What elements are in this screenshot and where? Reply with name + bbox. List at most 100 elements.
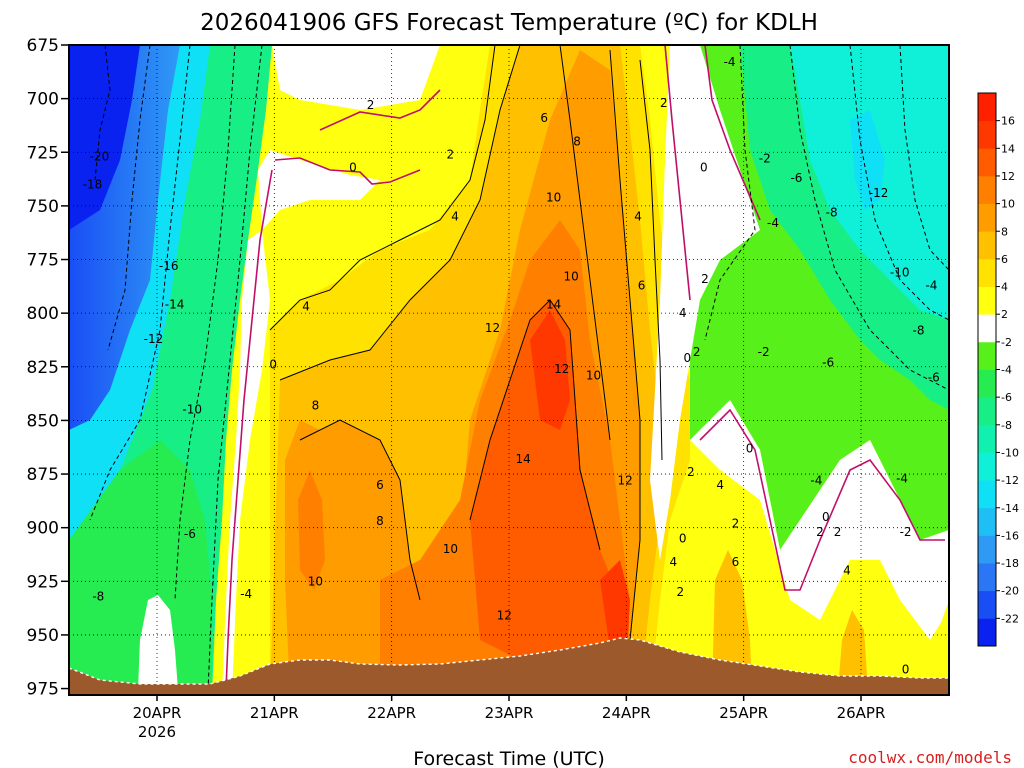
x-tick-label: 23APR	[485, 704, 534, 722]
contour-label: -2	[900, 525, 912, 539]
colorbar-swatch	[978, 369, 996, 398]
y-tick-label: 750	[27, 197, 59, 217]
contour-label: 0	[684, 351, 692, 365]
colorbar-label: 10	[1001, 198, 1015, 211]
contour-label: 12	[485, 321, 500, 335]
contour-label: -6	[822, 355, 834, 369]
y-tick-label: 725	[27, 143, 59, 163]
contour-label: 10	[308, 574, 323, 588]
colorbar-label: -2	[1001, 336, 1012, 349]
contour-label: -4	[240, 587, 252, 601]
colorbar-label: -4	[1001, 364, 1012, 377]
colorbar-swatch	[978, 535, 996, 564]
colorbar-swatch	[978, 120, 996, 149]
contour-label: -12	[869, 186, 889, 200]
contour-label: -4	[767, 216, 779, 230]
contour-label: -8	[913, 323, 925, 337]
contour-label: -18	[83, 177, 103, 191]
colorbar-label: 8	[1001, 225, 1008, 238]
contour-label: -12	[144, 332, 164, 346]
y-tick-label: 825	[27, 358, 59, 378]
contour-label: 14	[515, 452, 530, 466]
colorbar-swatch	[978, 480, 996, 509]
y-tick-label: 700	[27, 90, 59, 110]
y-tick-label: 800	[27, 304, 59, 324]
colorbar-swatch	[978, 507, 996, 536]
contour-label: -8	[92, 589, 104, 603]
warm-pocket-21apr-core	[298, 470, 325, 590]
contour-label: 6	[638, 278, 646, 292]
colorbar-label: 14	[1001, 142, 1015, 155]
contour-label: 6	[540, 111, 548, 125]
x-tick-label: 24APR	[602, 704, 651, 722]
contour-label: -4	[724, 55, 736, 69]
contour-label: 0	[269, 358, 277, 372]
y-tick-label: 850	[27, 411, 59, 431]
colorbar-swatch	[978, 148, 996, 177]
y-tick-label: 875	[27, 465, 59, 485]
terrain-edge	[69, 637, 949, 685]
plot-area: -20-18-16-14-12-10-6-8 -40486810202468101…	[69, 45, 949, 695]
contour-label: 2	[367, 98, 375, 112]
contour-label: 4	[669, 555, 677, 569]
white-band-east	[650, 45, 949, 640]
contour-label: 12	[554, 362, 569, 376]
contour-label: -6	[184, 527, 196, 541]
contour-label: 4	[302, 300, 310, 314]
contour-label: -6	[790, 171, 802, 185]
x-axis-label: Forecast Time (UTC)	[413, 748, 604, 768]
credit-link[interactable]: coolwx.com/models	[848, 748, 1012, 767]
colorbar-label: 12	[1001, 170, 1015, 183]
contour-label: -2	[758, 345, 770, 359]
contour-label: -8	[826, 205, 838, 219]
colorbar-label: -20	[1001, 585, 1019, 598]
x-tick-sublabel: 2026	[138, 723, 176, 741]
terrain	[69, 638, 949, 695]
colorbar: -22-20-18-16-14-12-10-8-6-4-224681012141…	[977, 92, 1019, 647]
contour-label: 0	[746, 441, 754, 455]
colorbar-swatch	[978, 563, 996, 592]
y-tick-label: 925	[27, 572, 59, 592]
colorbar-label: -8	[1001, 419, 1012, 432]
contour-label: 2	[693, 345, 701, 359]
colorbar-swatch	[978, 175, 996, 204]
colorbar-swatch	[978, 203, 996, 232]
contour-label: 10	[586, 368, 601, 382]
contour-label: 0	[822, 510, 830, 524]
contour-label: 2	[834, 525, 842, 539]
colorbar-label: 6	[1001, 253, 1008, 266]
contour-label: -4	[925, 278, 937, 292]
colorbar-label: -18	[1001, 557, 1019, 570]
contour-label: 10	[564, 270, 579, 284]
contour-label: 4	[843, 564, 851, 578]
contour-label: 0	[679, 531, 687, 545]
y-tick-label: 900	[27, 519, 59, 539]
colorbar-label: -6	[1001, 391, 1012, 404]
contour-label: 8	[376, 514, 384, 528]
contour-label: 10	[443, 542, 458, 556]
contour-label: 0	[700, 160, 708, 174]
contour-label: -20	[90, 150, 110, 164]
contour-label: 4	[634, 210, 642, 224]
contour-label: 0	[349, 160, 357, 174]
contour-label: 4	[451, 210, 459, 224]
colorbar-swatch	[978, 341, 996, 370]
colorbar-label: -14	[1001, 502, 1019, 515]
contour-label: 6	[732, 555, 740, 569]
colorbar-label: -12	[1001, 474, 1019, 487]
colorbar-label: -22	[1001, 612, 1019, 625]
contour-label: -14	[165, 298, 185, 312]
y-tick-label: 975	[27, 680, 59, 700]
y-tick-label: 675	[27, 36, 59, 56]
contour-label: 2	[687, 465, 695, 479]
contour-label: -10	[890, 265, 910, 279]
pressure-axis: 675 700 725 750 775 800 825 850 875 900 925 950 975	[27, 36, 69, 700]
chart-title: 2026041906 GFS Forecast Temperature (ºC)…	[200, 10, 818, 36]
x-tick-label: 20APR	[133, 704, 182, 722]
colorbar-swatch	[978, 93, 996, 122]
x-tick-label: 25APR	[719, 704, 768, 722]
contour-label: 2	[732, 516, 740, 530]
contour-label: -6	[928, 371, 940, 385]
y-tick-label: 950	[27, 626, 59, 646]
